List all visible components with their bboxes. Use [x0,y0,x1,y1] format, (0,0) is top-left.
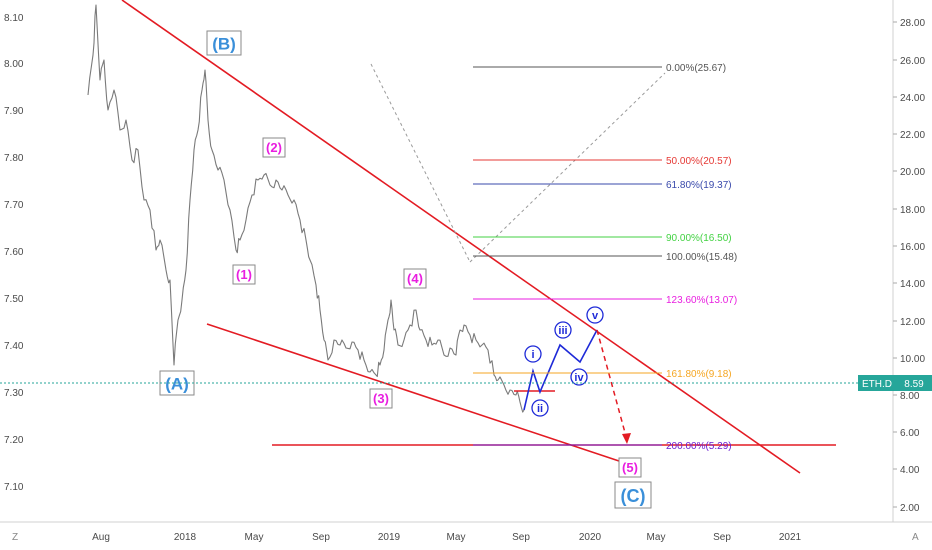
fib-level-label: 100.00%(15.48) [666,252,737,263]
fib-level-label: 61.80%(19.37) [666,180,732,191]
projection-arrow-line [596,329,628,441]
wave-label-c-text: (C) [621,486,646,506]
price-line [87,4,525,413]
wave-label-b-frame [206,30,242,56]
projected-subwaves [523,329,598,411]
wave-label-5: (5) [618,457,642,478]
last-value-label: 8.59 [904,379,924,390]
subwave-label-ii-text: ii [537,403,543,415]
subwave-label-v-text: v [592,310,599,322]
left-axis-tick-label: 7.60 [4,247,24,258]
fib-level-label: 200.00%(5.29) [666,441,732,452]
wave-label-2-text: (2) [266,140,282,155]
wave-label-1: (1) [232,264,256,285]
left-axis-tick-label: 7.30 [4,388,24,399]
subwave-label-iii-circle [554,321,572,339]
subwave-label-iii-text: iii [558,325,567,337]
wave-label-a-text: (A) [165,375,189,394]
subwave-label-ii: ii [531,399,549,417]
wave-label-c-frame [614,481,652,509]
fib-level-label: 50.00%(20.57) [666,156,732,167]
x-axis-tick-label: 2019 [378,532,401,543]
wave-label-3: (3) [369,388,393,409]
x-axis-tick-label: Sep [312,532,330,543]
fib-level-label: 0.00%(25.67) [666,63,726,74]
wave-label-5-frame [618,457,642,478]
wave-label-4: (4) [403,268,427,289]
subwave-label-iv-circle [570,368,588,386]
subwave-label-i: i [524,345,542,363]
wave-label-b: (B) [206,30,242,56]
subwave-label-i-circle [524,345,542,363]
wave-label-4-text: (4) [407,271,423,286]
fibonacci-levels: 0.00%(25.67) 50.00%(20.57) 61.80%(19.37) 90… [473,63,737,452]
right-axis-tick-label: 14.00 [900,279,925,290]
x-axis-tick-label: May [647,532,666,543]
wave-label-1-text: (1) [236,267,252,282]
fib-level-label: 161.80%(9.18) [666,369,732,380]
x-axis-tick-label: 2018 [174,532,197,543]
wave-label-3-text: (3) [373,391,389,406]
fib-level-label: 123.60%(13.07) [666,295,737,306]
wave-label-5-text: (5) [622,460,638,475]
subwave-label-iv: iv [570,368,588,386]
left-axis-tick-label: 7.80 [4,153,24,164]
right-axis-tick-label: 16.00 [900,242,925,253]
price-series [87,4,525,413]
right-axis-tick-label: 28.00 [900,18,925,29]
projection-arrow-head [622,433,631,444]
last-value-badge [896,375,932,391]
lower-channel-line [206,323,626,464]
right-axis-tick-label: 20.00 [900,167,925,178]
subwave-label-i-text: i [531,349,534,361]
auto-scale-toggle: A [912,532,919,543]
symbol-badge [858,375,896,391]
right-axis-tick-label: 8.00 [900,391,920,402]
upper-channel-line [121,0,801,474]
wave-label-2-frame [262,137,286,158]
left-axis-tick-label: 8.00 [4,59,24,70]
fib-level-label: 90.00%(16.50) [666,233,732,244]
right-axis-tick-label: 2.00 [900,503,920,514]
right-axis-tick-label: 4.00 [900,465,920,476]
right-axis-tick-label: 6.00 [900,428,920,439]
left-axis-tick-label: 7.20 [4,435,24,446]
right-axis-tick-label: 22.00 [900,130,925,141]
left-axis-tick-label: 7.40 [4,341,24,352]
right-axis-tick-label: 18.00 [900,205,925,216]
subwave-label-v-circle [586,306,604,324]
subwave-label-ii-circle [531,399,549,417]
x-axis-tick-label: May [245,532,264,543]
x-axis-tick-label: Sep [713,532,731,543]
left-axis-tick-label: 7.90 [4,106,24,117]
x-axis-tick-label: Sep [512,532,530,543]
subwave-label-v: v [586,306,604,324]
wave-label-4-frame [403,268,427,289]
subwave-label-iv-text: iv [574,372,584,384]
x-axis-tick-label: 2021 [779,532,802,543]
left-axis-tick-label: 7.50 [4,294,24,305]
symbol-badge-label: ETH.D [862,379,892,390]
right-axis-tick-label: 24.00 [900,93,925,104]
right-axis-tick-label: 26.00 [900,56,925,67]
x-axis-tick-label: 2020 [579,532,602,543]
x-axis-tick-label: Aug [92,532,110,543]
wave-label-1-frame [232,264,256,285]
wave-label-b-text: (B) [212,35,236,54]
left-axis-tick-label: 7.70 [4,200,24,211]
timezone-indicator: Z [12,532,18,543]
wave-label-3-frame [369,388,393,409]
right-axis-tick-label: 10.00 [900,354,925,365]
fib-diagonal-left [370,63,471,263]
wave-label-c: (C) [614,481,652,509]
left-axis-tick-label: 7.10 [4,482,24,493]
wave-label-2: (2) [262,137,286,158]
right-axis-tick-label: 12.00 [900,317,925,328]
left-axis-tick-label: 8.10 [4,13,24,24]
x-axis-tick-label: May [447,532,466,543]
subwave-label-iii: iii [554,321,572,339]
